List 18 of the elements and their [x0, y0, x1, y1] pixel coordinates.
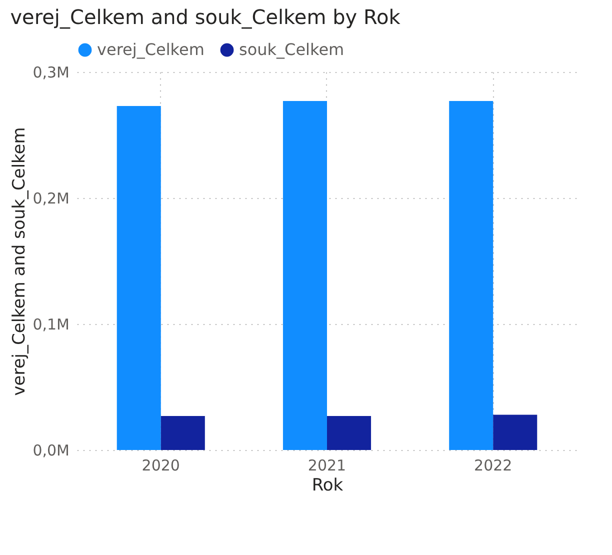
y-tick-label: 0,0M — [32, 442, 70, 460]
x-tick-label: 2021 — [308, 456, 346, 474]
y-axis-title: verej_Celkem and souk_Celkem — [10, 127, 30, 396]
legend-label: souk_Celkem — [239, 40, 344, 59]
y-tick-label: 0,1M — [32, 316, 70, 334]
x-tick-label: 2022 — [474, 456, 512, 474]
chart-title: verej_Celkem and souk_Celkem by Rok — [10, 5, 401, 29]
y-tick-label: 0,3M — [32, 64, 70, 82]
x-axis-title: Rok — [312, 476, 344, 496]
bar — [282, 100, 327, 450]
bar — [449, 100, 494, 450]
bar — [160, 416, 205, 450]
bar — [116, 106, 161, 450]
y-tick-label: 0,2M — [32, 190, 70, 208]
bar — [327, 416, 372, 450]
legend-label: verej_Celkem — [97, 40, 204, 59]
x-tick-label: 2020 — [142, 456, 180, 474]
bar — [493, 414, 538, 450]
